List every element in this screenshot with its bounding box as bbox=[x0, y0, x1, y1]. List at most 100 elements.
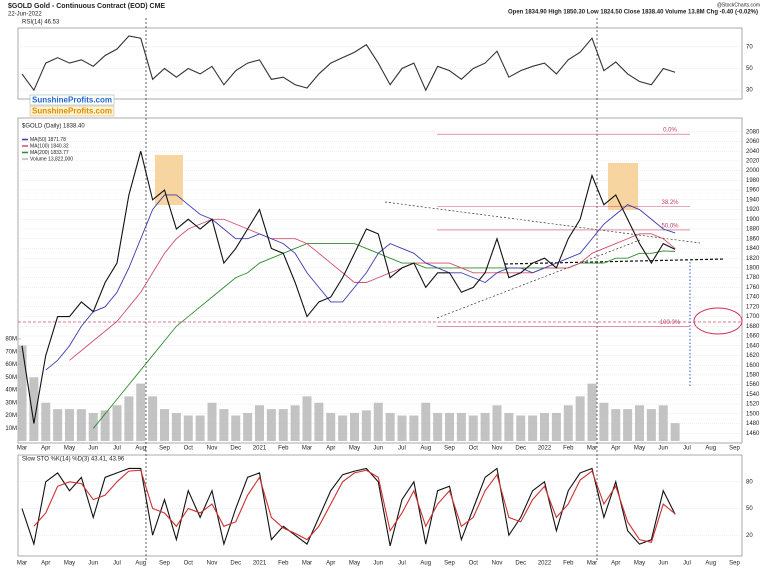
volume-bar bbox=[195, 415, 205, 441]
x-tick-label: Nov bbox=[492, 446, 503, 452]
date: 22-Jun-2022 bbox=[8, 12, 42, 18]
volume-bar bbox=[53, 409, 63, 441]
trend-line bbox=[384, 201, 701, 244]
x-tick-label: Mar bbox=[302, 561, 312, 567]
volume-bar bbox=[433, 412, 443, 441]
y-tick-label: 70 bbox=[746, 44, 753, 50]
y-tick-label: 1920 bbox=[746, 207, 760, 213]
volume-bar bbox=[41, 402, 51, 441]
y-tick-label: 1580 bbox=[746, 372, 760, 378]
y-tick-label: 1800 bbox=[746, 265, 760, 271]
y-tick-label: 1820 bbox=[746, 256, 760, 262]
volume-bar bbox=[65, 409, 74, 441]
volume-bar bbox=[88, 412, 98, 441]
volume-bar bbox=[29, 377, 39, 441]
x-tick-label: Jul bbox=[398, 561, 406, 567]
y-tick-label: 1520 bbox=[746, 402, 760, 408]
highlight-box bbox=[608, 163, 638, 210]
x-tick-label: Oct bbox=[469, 446, 479, 452]
volume-bar bbox=[646, 409, 656, 441]
x-tick-label: Aug bbox=[420, 446, 431, 452]
volume-bar bbox=[563, 405, 573, 441]
volume-bar bbox=[587, 383, 597, 441]
y-tick-label: 20 bbox=[746, 533, 753, 539]
y-tick-label: 1860 bbox=[746, 236, 760, 242]
y-tick-label: 1480 bbox=[746, 421, 760, 427]
x-tick-label: Sep bbox=[729, 446, 740, 452]
volume-bar bbox=[326, 412, 336, 441]
y-tick-label: 2040 bbox=[746, 149, 760, 155]
badge-box bbox=[29, 94, 115, 106]
x-tick-label: Aug bbox=[135, 446, 146, 452]
x-tick-label: Jul bbox=[683, 446, 691, 452]
volume-bar bbox=[623, 409, 633, 441]
x-tick-label: 2022 bbox=[538, 446, 552, 452]
y-tick-label: 1880 bbox=[746, 227, 760, 233]
series-line bbox=[33, 469, 676, 543]
volume-bar bbox=[658, 405, 668, 441]
volume-bar bbox=[635, 405, 644, 441]
x-tick-label: May bbox=[634, 446, 645, 452]
legend-label: Volume 13,822,000 bbox=[30, 156, 73, 162]
y2-tick-label: 10M bbox=[5, 426, 17, 432]
x-tick-label: Feb bbox=[278, 561, 289, 567]
y2-tick-label: 50M bbox=[5, 375, 17, 381]
series-line bbox=[21, 35, 676, 92]
trend-line bbox=[436, 239, 641, 319]
y-tick-label: 2020 bbox=[746, 158, 760, 164]
badge: SunshineProfits.com bbox=[32, 107, 112, 116]
y-tick-label: 2060 bbox=[746, 139, 760, 145]
volume-bar bbox=[516, 415, 526, 441]
x-tick-label: Aug bbox=[420, 561, 431, 567]
volume-bar bbox=[100, 410, 110, 441]
y2-tick-label: 20M bbox=[5, 413, 17, 419]
fib-label: 38.2% bbox=[661, 200, 679, 206]
legend-label: MA(100) 1840.32 bbox=[30, 143, 69, 149]
x-tick-label: Sep bbox=[729, 561, 740, 567]
y-tick-label: 1500 bbox=[746, 411, 760, 417]
y-tick-label: 1940 bbox=[746, 197, 760, 203]
x-tick-label: Jun bbox=[658, 561, 668, 567]
x-tick-label: Aug bbox=[135, 561, 146, 567]
rsi-panel bbox=[17, 27, 743, 100]
volume-bar bbox=[76, 409, 86, 441]
legend-label: MA(50) 1871.78 bbox=[30, 137, 66, 143]
volume-bar bbox=[492, 405, 502, 441]
series-line bbox=[45, 194, 676, 371]
chart-title: $GOLD Gold - Continuous Contract (EOD) C… bbox=[8, 3, 165, 10]
volume-bar bbox=[338, 415, 348, 441]
x-tick-label: Apr bbox=[611, 446, 620, 452]
x-tick-label: Dec bbox=[515, 561, 526, 567]
volume-bar bbox=[480, 412, 490, 441]
legend-label: MA(200) 1833.77 bbox=[30, 150, 69, 156]
volume-bar bbox=[243, 412, 253, 441]
y-tick-label: 30 bbox=[746, 88, 753, 94]
x-tick-label: Oct bbox=[469, 561, 479, 567]
y-tick-label: 2080 bbox=[746, 129, 760, 135]
volume-bar bbox=[540, 412, 549, 441]
x-tick-label: Apr bbox=[611, 561, 620, 567]
y2-tick-label: 80M bbox=[5, 337, 17, 343]
y-tick-label: 1720 bbox=[746, 304, 760, 310]
volume-bar bbox=[599, 402, 609, 441]
volume-bar bbox=[266, 409, 276, 441]
volume-bar bbox=[385, 412, 395, 441]
x-tick-label: Jul bbox=[113, 446, 121, 452]
y-tick-label: 1740 bbox=[746, 295, 760, 301]
y2-tick-label: 30M bbox=[5, 400, 17, 406]
panel-title: RSI(14) 46.53 bbox=[22, 20, 60, 26]
x-tick-label: Jun bbox=[88, 446, 98, 452]
volume-bar bbox=[183, 415, 193, 441]
series-line bbox=[21, 467, 676, 547]
volume-bar bbox=[160, 409, 169, 441]
volume-bar bbox=[207, 402, 217, 441]
x-tick-label: Oct bbox=[184, 561, 194, 567]
y-tick-label: 1640 bbox=[746, 343, 760, 349]
y2-tick-label: 70M bbox=[5, 349, 17, 355]
x-tick-label: May bbox=[349, 561, 360, 567]
volume-bar bbox=[350, 412, 359, 441]
x-tick-label: Oct bbox=[184, 446, 194, 452]
y-tick-label: 1540 bbox=[746, 392, 760, 398]
